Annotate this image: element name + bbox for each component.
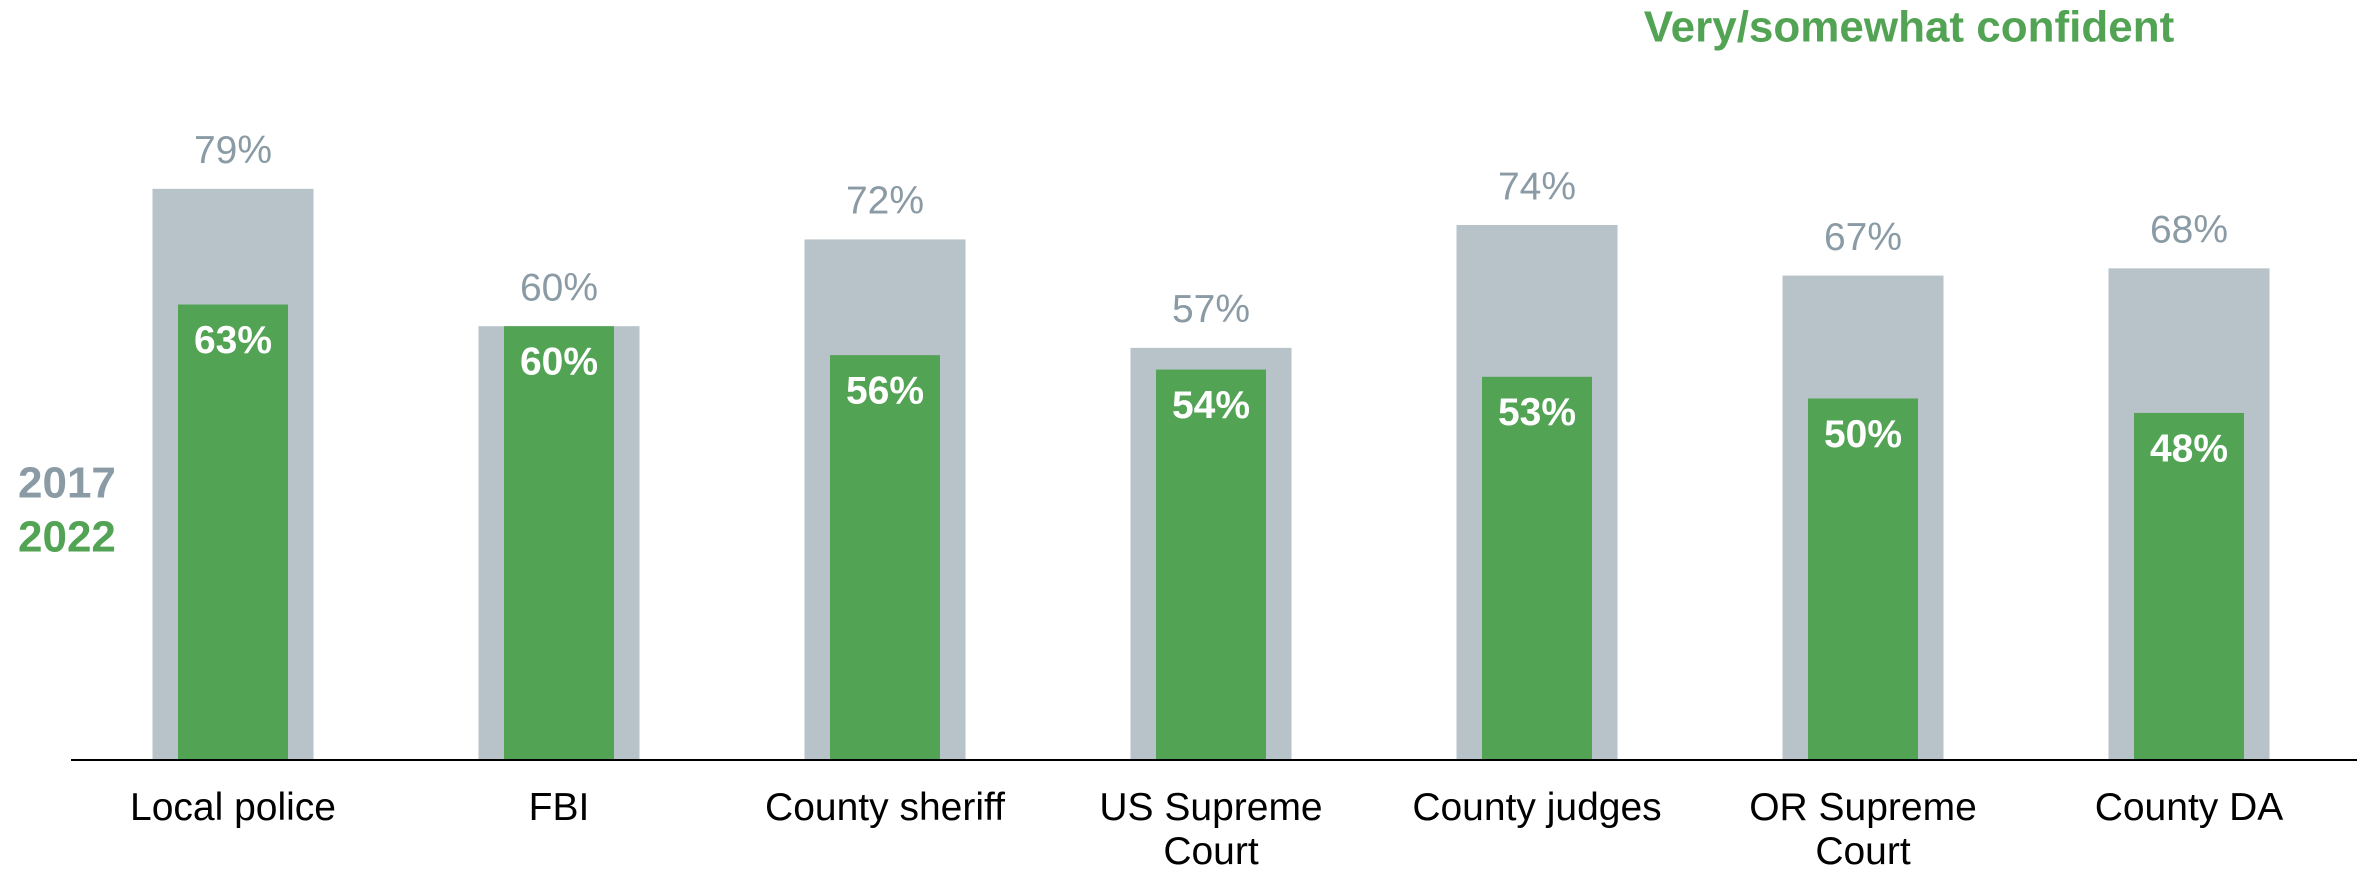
legend-label: 2022 (18, 513, 116, 562)
x-tick-label: US Supreme Court (1099, 786, 1323, 873)
value-label: 50% (1824, 413, 1902, 456)
value-label: 57% (1172, 288, 1250, 331)
x-tick-label: County sheriff (765, 786, 1005, 829)
x-tick-label: County judges (1412, 786, 1662, 829)
bar (1156, 369, 1266, 760)
value-label: 53% (1498, 391, 1576, 434)
x-tick-label: Local police (130, 786, 336, 829)
bar (178, 304, 288, 760)
value-label: 54% (1172, 384, 1250, 427)
value-label: 60% (520, 266, 598, 309)
legend-label: 2017 (18, 459, 116, 508)
bar (504, 326, 614, 760)
value-label: 60% (520, 340, 598, 383)
x-tick-label: County DA (2094, 786, 2284, 829)
value-label: 79% (194, 129, 272, 172)
value-label: 56% (846, 369, 924, 412)
value-label: 72% (846, 180, 924, 223)
bar (830, 355, 940, 760)
chart-title: Very/somewhat confident (1644, 3, 2175, 52)
value-label: 63% (194, 319, 272, 362)
bar (1808, 398, 1918, 760)
bar (2134, 412, 2244, 760)
bar (1482, 376, 1592, 760)
x-tick-label: OR Supreme Court (1749, 786, 1977, 873)
value-label: 48% (2150, 427, 2228, 470)
value-label: 68% (2150, 209, 2228, 252)
value-label: 74% (1498, 165, 1576, 208)
x-tick-label: FBI (528, 786, 590, 829)
value-label: 67% (1824, 216, 1902, 259)
